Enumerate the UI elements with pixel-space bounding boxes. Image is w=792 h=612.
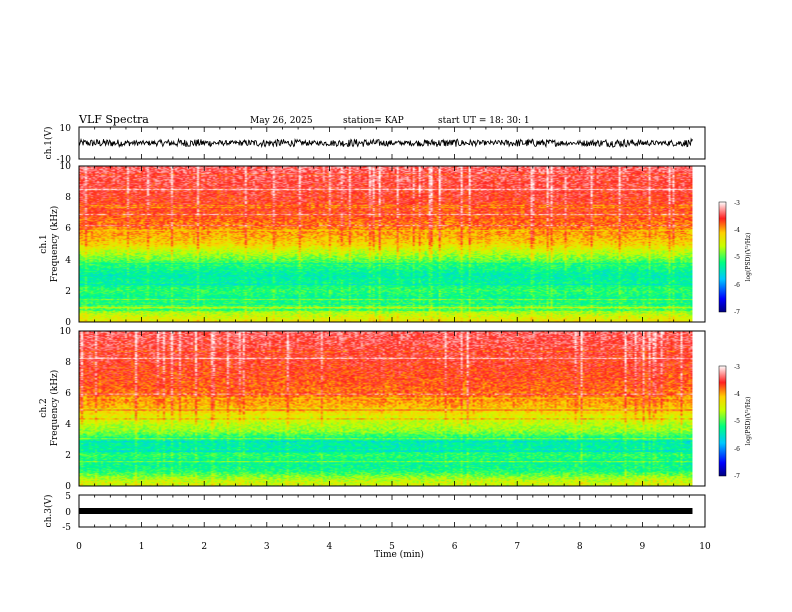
ch1-colorbar: -3 -4 -5 -6 -7 log(PSD)(V²/Hz): [718, 200, 752, 316]
ch1-waveform-trace: [78, 137, 693, 149]
ch2-spectrogram-frame: [78, 330, 706, 487]
ch2-cb-tick-m7: -7: [734, 473, 740, 480]
ch3-ytick-5: 5: [65, 492, 71, 502]
ch1-cb-tick-m3: -3: [734, 200, 740, 207]
date-label: May 26, 2025: [250, 116, 313, 126]
ch2-freq-tick-0: 0: [65, 482, 71, 492]
ch1-spec-ylabel: Frequency (kHz): [49, 206, 60, 283]
x-tick-8: 8: [577, 542, 583, 552]
ch1-freq-tick-4: 4: [65, 256, 71, 266]
ch1-spectrogram-image: [79, 166, 693, 322]
ch1-ylabel: ch.1(V): [43, 127, 54, 160]
ch1-cb-tick-m6: -6: [734, 282, 740, 289]
ch2-cb-tick-m4: -4: [734, 391, 740, 398]
ch3-waveform-panel: 5 0 -5 ch.3(V): [43, 492, 706, 533]
ch3-waveform-frame: [78, 494, 706, 528]
ch1-spec-channel-label: ch.1: [39, 234, 49, 253]
x-tick-9: 9: [640, 542, 646, 552]
ch2-cb-label: log(PSD)(V²/Hz): [745, 397, 752, 446]
x-tick-10: 10: [699, 542, 711, 552]
ch1-freq-tick-2: 2: [65, 287, 71, 297]
x-tick-5: 5: [389, 542, 395, 552]
x-tick-6: 6: [452, 542, 458, 552]
ch1-waveform-frame: [78, 126, 706, 160]
ch1-spectrogram-panel: 0 2 4 6 8 10 ch.1 Frequency (kHz): [39, 162, 706, 328]
ch2-spec-ylabel: Frequency (kHz): [49, 370, 60, 447]
time-axis: 0 1 2 3 4 5 6 7 8 9 10 Time (min): [76, 542, 711, 560]
x-tick-0: 0: [76, 542, 82, 552]
ch2-spectrogram-panel: 0 2 4 6 8 10 ch.2 Frequency (kHz): [39, 327, 706, 492]
ch1-waveform-panel: 10 -10 ch.1(V): [43, 124, 706, 165]
ch1-ytick-top: 10: [60, 124, 72, 134]
figure-title: VLF Spectra: [78, 113, 149, 126]
ch2-cb-tick-m5: -5: [734, 418, 740, 425]
ch2-cb-tick-m3: -3: [734, 364, 740, 371]
ch1-freq-tick-0: 0: [65, 318, 71, 328]
ch3-ytick-m5: -5: [62, 523, 71, 533]
ch2-cb-tick-m6: -6: [734, 446, 740, 453]
ch2-freq-tick-4: 4: [65, 420, 71, 430]
x-tick-2: 2: [201, 542, 207, 552]
station-label: station= KAP: [343, 116, 404, 126]
ch2-colorbar: -3 -4 -5 -6 -7 log(PSD)(V²/Hz): [718, 364, 752, 480]
ch1-cb-tick-m5: -5: [734, 254, 740, 261]
ch1-freq-tick-10: 10: [60, 162, 72, 172]
x-axis-label: Time (min): [374, 549, 424, 560]
ch1-freq-tick-6: 6: [65, 224, 71, 234]
ch2-freq-tick-2: 2: [65, 451, 71, 461]
ch2-spec-channel-label: ch.2: [39, 398, 49, 417]
ch1-ytick-bottom: -10: [57, 155, 72, 165]
ch2-freq-tick-10: 10: [60, 327, 72, 337]
start-time-label: start UT = 18: 30: 1: [438, 116, 530, 126]
ch1-cb-tick-m4: -4: [734, 227, 740, 234]
ch3-ytick-0: 0: [65, 508, 71, 518]
ch2-colorbar-scale: [718, 365, 727, 477]
ch3-waveform-trace: [79, 508, 693, 514]
x-tick-7: 7: [514, 542, 520, 552]
ch3-ylabel: ch.3(V): [43, 495, 54, 528]
x-tick-3: 3: [264, 542, 270, 552]
ch2-freq-tick-6: 6: [65, 389, 71, 399]
ch2-freq-tick-8: 8: [65, 358, 71, 368]
ch1-colorbar-scale: [718, 201, 727, 313]
ch1-freq-tick-8: 8: [65, 193, 71, 203]
ch1-spectrogram-frame: [78, 165, 706, 323]
x-tick-4: 4: [327, 542, 333, 552]
x-tick-1: 1: [139, 542, 145, 552]
ch2-spectrogram-image: [79, 331, 693, 486]
ch1-cb-tick-m7: -7: [734, 309, 740, 316]
ch1-cb-label: log(PSD)(V²/Hz): [745, 233, 752, 282]
